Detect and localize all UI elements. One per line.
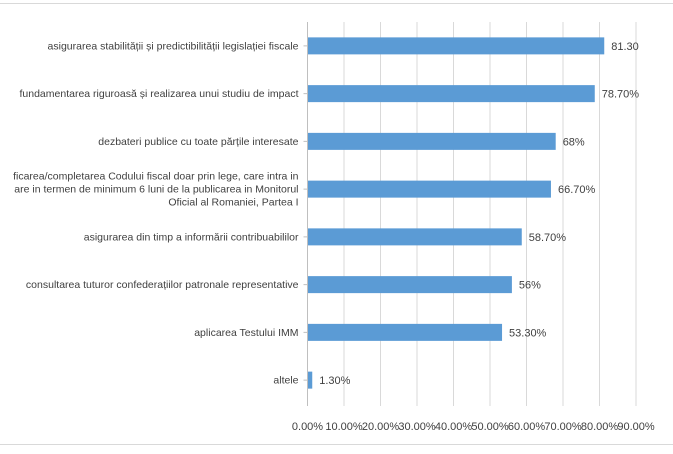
category-label-line: altele [273,375,298,387]
bar [308,323,503,341]
data-label: 1.30% [319,375,350,387]
category-label-line: are in termen de minimum 6 luni de la pu… [14,184,298,196]
category-label: altele [273,375,298,387]
x-tick-label: 70.00% [544,421,582,433]
data-label: 81.30 [611,41,639,53]
bar [308,228,522,246]
bar [308,132,556,150]
category-label: aplicarea Testului IMM [194,327,298,339]
data-label: 66.70% [558,184,596,196]
x-tick-label: 40.00% [435,421,473,433]
category-label-line: Oficial al Romaniei, Partea I [168,197,298,209]
data-label: 53.30% [509,327,547,339]
x-tick-label: 0.00% [292,421,323,433]
data-label: 78.70% [602,89,640,101]
category-label: fundamentarea riguroasă și realizarea un… [20,88,299,100]
category-label: dezbateri publice cu toate părțile inter… [98,136,298,148]
category-label: consultarea tuturor confederațiilor patr… [26,279,299,291]
category-label: asigurarea din timp a informării contrib… [84,231,299,243]
category-label-line: aplicarea Testului IMM [194,327,298,339]
category-label-line: consultarea tuturor confederațiilor patr… [26,279,299,291]
x-tick-label: 60.00% [508,421,546,433]
bar [308,371,313,389]
bar [308,85,595,103]
bar [308,276,512,294]
data-label: 68% [563,136,585,148]
gridlines [303,22,637,406]
labels: 0.00% 10.00% 20.00% 30.00% 40.00% 50.00% 60.00… [13,40,655,433]
category-label-line: fundamentarea riguroasă și realizarea un… [20,88,299,100]
bar [308,180,551,198]
x-tick-label: 10.00% [325,421,363,433]
category-label-line: dezbateri publice cu toate părțile inter… [98,136,298,148]
data-label: 58.70% [529,232,567,244]
category-label: asigurarea stabilității și predictibilit… [48,40,299,52]
x-tick-label: 80.00% [581,421,619,433]
bars [308,37,605,389]
data-label: 56% [519,280,541,292]
x-tick-label: 90.00% [617,421,655,433]
category-label-line: ficarea/completarea Codului fiscal doar … [13,171,299,183]
bar [308,37,605,55]
category-label: ficarea/completarea Codului fiscal doar … [13,171,299,209]
category-label-line: asigurarea stabilității și predictibilit… [48,40,299,52]
x-tick-label: 50.00% [471,421,509,433]
x-tick-label: 20.00% [362,421,400,433]
category-label-line: asigurarea din timp a informării contrib… [84,231,299,243]
x-tick-label: 30.00% [398,421,436,433]
